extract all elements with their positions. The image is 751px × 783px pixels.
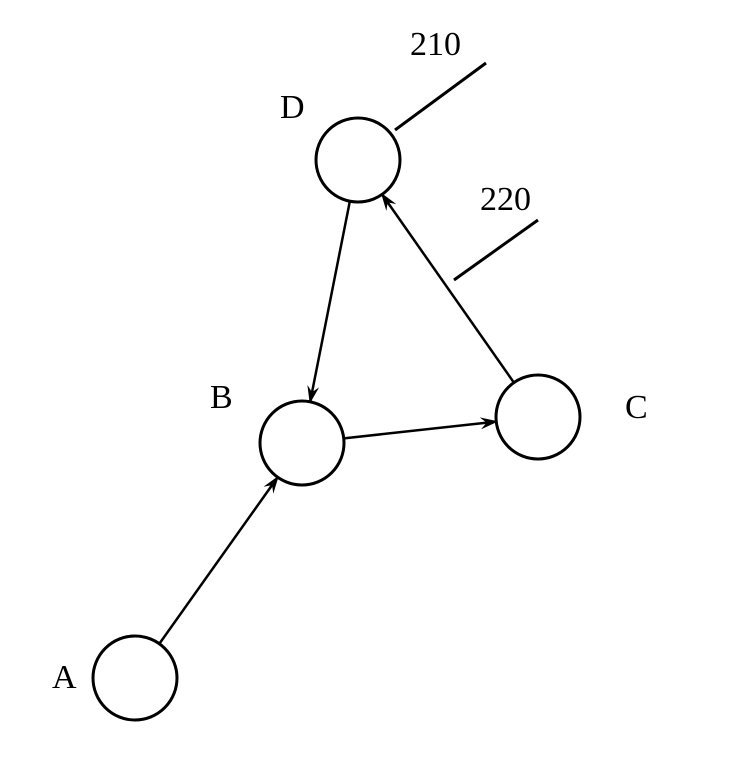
edge-B-C xyxy=(344,422,497,439)
node-label-D: D xyxy=(280,89,305,126)
node-D xyxy=(316,118,400,202)
network-diagram: 210 220 A B C D xyxy=(0,0,751,783)
node-label-C: C xyxy=(625,389,648,426)
tick-label-1: 220 xyxy=(480,181,531,218)
tick-label-0: 210 xyxy=(410,26,461,63)
edge-D-B xyxy=(310,201,350,402)
edge-C-D xyxy=(382,194,514,382)
edge-A-B xyxy=(159,477,277,644)
tick-line-1 xyxy=(454,220,538,280)
node-label-B: B xyxy=(210,379,233,416)
node-A xyxy=(93,636,177,720)
node-B xyxy=(260,401,344,485)
node-label-A: A xyxy=(52,659,77,696)
tick-line-0 xyxy=(395,63,486,130)
node-C xyxy=(496,375,580,459)
